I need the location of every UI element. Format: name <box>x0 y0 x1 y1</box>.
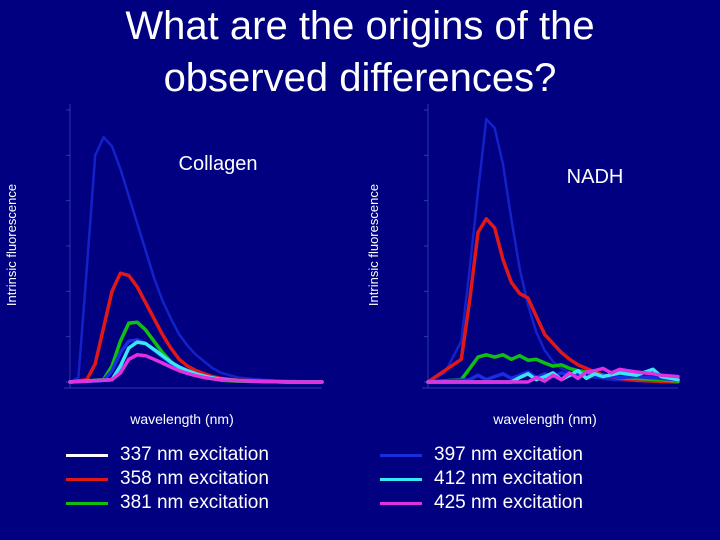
legend-item: 397 nm excitation <box>380 443 583 467</box>
legend-swatch-412 <box>380 477 422 481</box>
legend-label-412: 412 nm excitation <box>434 468 583 489</box>
legend-left: 337 nm excitation 358 nm excitation 381 … <box>66 443 269 515</box>
legend-swatch-397 <box>380 453 422 457</box>
legend-item: 358 nm excitation <box>66 467 269 491</box>
legend-item: 425 nm excitation <box>380 491 583 515</box>
nadh-series-412 <box>426 367 680 384</box>
nadh-series-425 <box>426 366 680 384</box>
legend-label-337: 337 nm excitation <box>120 444 269 465</box>
legend-label-358: 358 nm excitation <box>120 468 269 489</box>
collagen-series-358 <box>68 271 324 384</box>
legend-item: 412 nm excitation <box>380 467 583 491</box>
collagen-series-425 <box>68 353 324 384</box>
slide-title-line-2: observed differences? <box>163 56 557 100</box>
legend-right: 397 nm excitation 412 nm excitation 425 … <box>380 443 583 515</box>
legend-label-397: 397 nm excitation <box>434 444 583 465</box>
nadh-y-axis-label: Intrinsic fluorescence <box>366 184 381 306</box>
legend-swatch-358 <box>66 477 108 481</box>
collagen-x-axis-label: wavelength (nm) <box>129 411 234 427</box>
nadh-chart-title: NADH <box>567 166 624 188</box>
legend-swatch-337 <box>66 453 108 457</box>
collagen-series-337 <box>68 135 324 384</box>
legend-item: 337 nm excitation <box>66 443 269 467</box>
legend-swatch-425 <box>380 501 422 505</box>
slide-title-line-1: What are the origins of the <box>125 4 595 48</box>
collagen-chart-title: Collagen <box>179 153 258 175</box>
legend-swatch-381 <box>66 501 108 505</box>
legend-item: 381 nm excitation <box>66 491 269 515</box>
collagen-y-axis-label: Intrinsic fluorescence <box>4 184 19 306</box>
collagen-chart: Collagen Intrinsic fluorescence wavelength… <box>4 104 324 427</box>
legend-label-381: 381 nm excitation <box>120 492 269 513</box>
legend-label-425: 425 nm excitation <box>434 492 583 513</box>
nadh-x-axis-label: wavelength (nm) <box>492 411 597 427</box>
nadh-chart: NADH Intrinsic fluorescence wavelength (nm… <box>366 104 680 427</box>
slide-title: What are the origins of the observed dif… <box>0 0 720 104</box>
